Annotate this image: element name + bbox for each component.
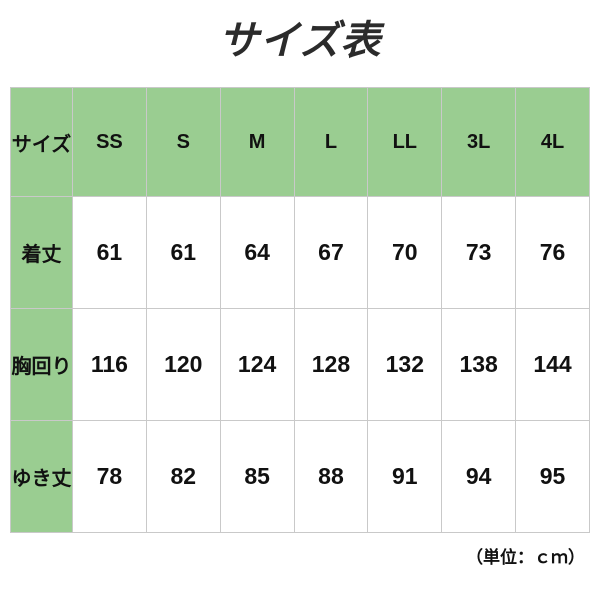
- row-label-chest: 胸回り: [10, 308, 73, 421]
- header-cell-m: M: [219, 87, 295, 197]
- cell-value: 61: [72, 196, 147, 309]
- header-cell-ll: LL: [367, 87, 443, 197]
- row-label-sleeve-length: ゆき丈: [10, 420, 73, 533]
- cell-value: 67: [293, 196, 369, 309]
- cell-value: 82: [145, 420, 221, 533]
- header-cell-4l: 4L: [515, 87, 590, 197]
- cell-value: 132: [367, 308, 443, 421]
- cell-value: 88: [293, 420, 369, 533]
- table-row-chest: 胸回り 116 120 124 128 132 138 144: [10, 308, 590, 421]
- header-cell-size-label: サイズ: [10, 87, 73, 197]
- cell-value: 64: [219, 196, 295, 309]
- cell-value: 144: [515, 308, 590, 421]
- header-cell-s: S: [145, 87, 221, 197]
- cell-value: 78: [72, 420, 147, 533]
- cell-value: 61: [145, 196, 221, 309]
- cell-value: 91: [367, 420, 443, 533]
- page-title: サイズ表: [218, 19, 382, 63]
- cell-value: 128: [293, 308, 369, 421]
- header-cell-3l: 3L: [441, 87, 517, 197]
- cell-value: 85: [219, 420, 295, 533]
- row-label-body-length: 着丈: [10, 196, 73, 309]
- cell-value: 76: [515, 196, 590, 309]
- header-cell-ss: SS: [72, 87, 147, 197]
- cell-value: 116: [72, 308, 147, 421]
- cell-value: 124: [219, 308, 295, 421]
- table-row-sleeve-length: ゆき丈 78 82 85 88 91 94 95: [10, 420, 590, 533]
- header-cell-l: L: [293, 87, 369, 197]
- cell-value: 73: [441, 196, 517, 309]
- cell-value: 94: [441, 420, 517, 533]
- size-chart-table: サイズ SS S M L LL 3L 4L 着丈 61 61 64 67 70 …: [10, 87, 590, 533]
- cell-value: 138: [441, 308, 517, 421]
- unit-note: （単位：ｃｍ）: [466, 548, 585, 567]
- table-header-row: サイズ SS S M L LL 3L 4L: [10, 87, 590, 197]
- table-row-body-length: 着丈 61 61 64 67 70 73 76: [10, 196, 590, 309]
- cell-value: 70: [367, 196, 443, 309]
- cell-value: 95: [515, 420, 590, 533]
- cell-value: 120: [145, 308, 221, 421]
